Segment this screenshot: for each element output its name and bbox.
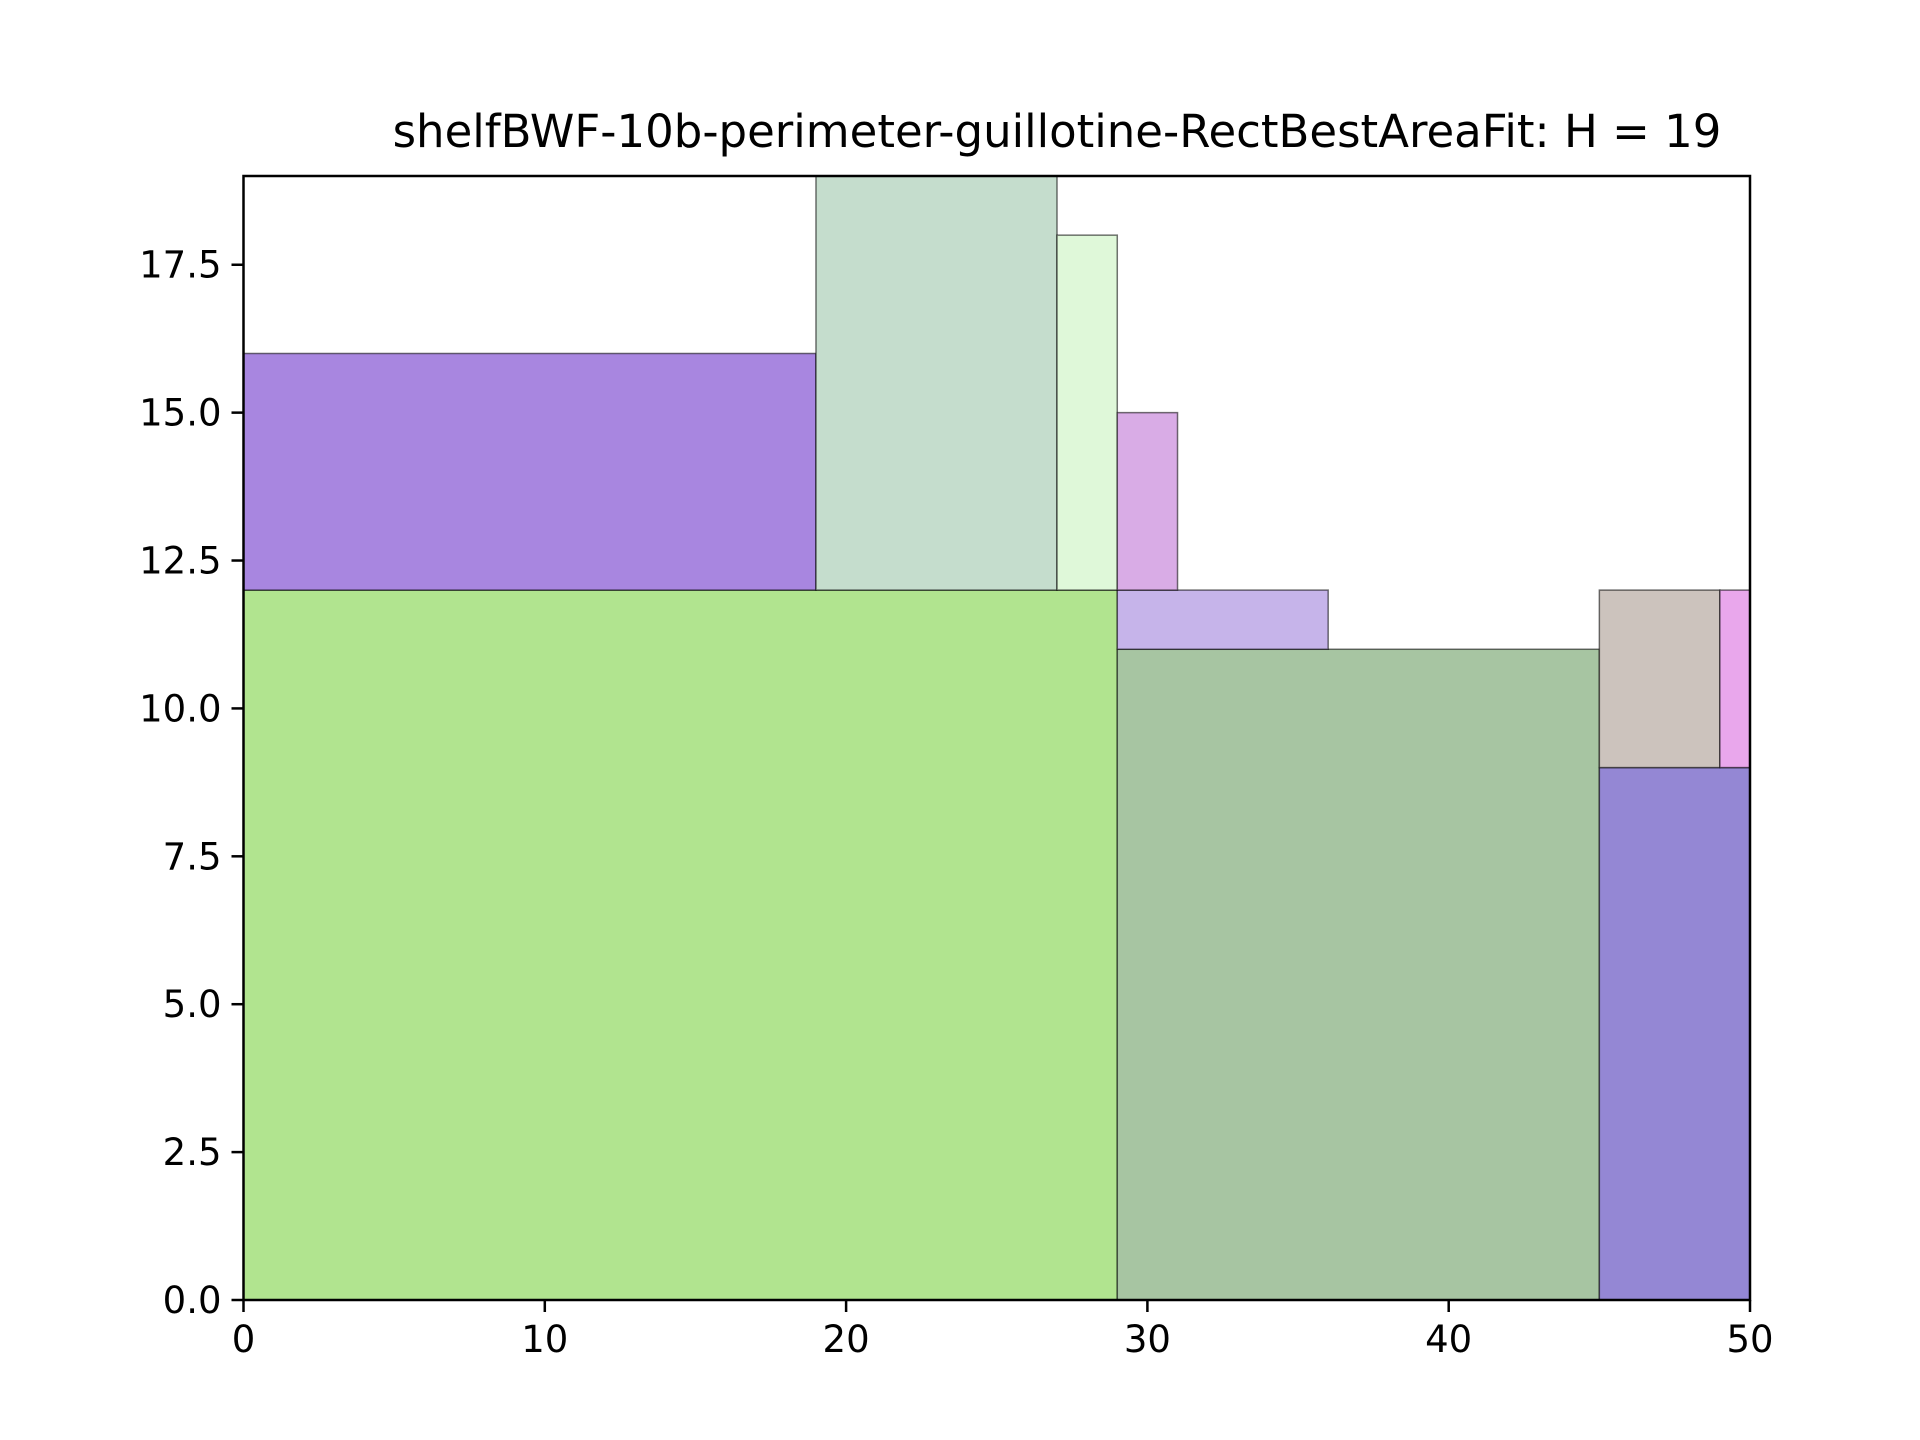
chart-title: shelfBWF-10b-perimeter-guillotine-RectBe… bbox=[393, 105, 1722, 158]
y-tick-label: 17.5 bbox=[139, 244, 221, 287]
x-tick-label: 20 bbox=[823, 1318, 870, 1361]
x-tick-label: 0 bbox=[232, 1318, 256, 1361]
x-tick-label: 40 bbox=[1425, 1318, 1472, 1361]
packed-rectangle-9 bbox=[1056, 234, 1119, 591]
packed-rectangle-3 bbox=[1598, 766, 1751, 1301]
x-tick-label: 30 bbox=[1124, 1318, 1171, 1361]
packed-rectangle-10 bbox=[1116, 411, 1179, 591]
y-tick-label: 2.5 bbox=[163, 1131, 222, 1174]
packed-rectangle-4 bbox=[1598, 589, 1721, 769]
packed-rectangle-7 bbox=[242, 352, 817, 591]
y-tick-label: 5.0 bbox=[163, 983, 222, 1026]
packed-rectangle-6 bbox=[1116, 589, 1329, 651]
y-tick-label: 10.0 bbox=[139, 687, 221, 730]
y-tick-label: 12.5 bbox=[139, 540, 221, 583]
y-tick-label: 15.0 bbox=[139, 392, 221, 435]
axes-frame bbox=[242, 174, 1752, 1302]
x-tick-label: 50 bbox=[1726, 1318, 1773, 1361]
packed-rectangle-8 bbox=[815, 175, 1058, 591]
x-tick-label: 10 bbox=[521, 1318, 568, 1361]
x-axis: 0 10 20 30 40 50 bbox=[232, 1300, 1774, 1361]
y-tick-label: 7.5 bbox=[163, 835, 222, 878]
rectangles-layer bbox=[242, 175, 1751, 1301]
y-axis: 0.0 2.5 5.0 7.5 10.0 12.5 15.0 17.5 bbox=[139, 244, 244, 1322]
packed-rectangle-2 bbox=[1116, 648, 1601, 1301]
packed-rectangle-1 bbox=[242, 589, 1119, 1301]
packed-rectangle-5 bbox=[1719, 589, 1751, 769]
y-tick-label: 0.0 bbox=[163, 1279, 222, 1322]
